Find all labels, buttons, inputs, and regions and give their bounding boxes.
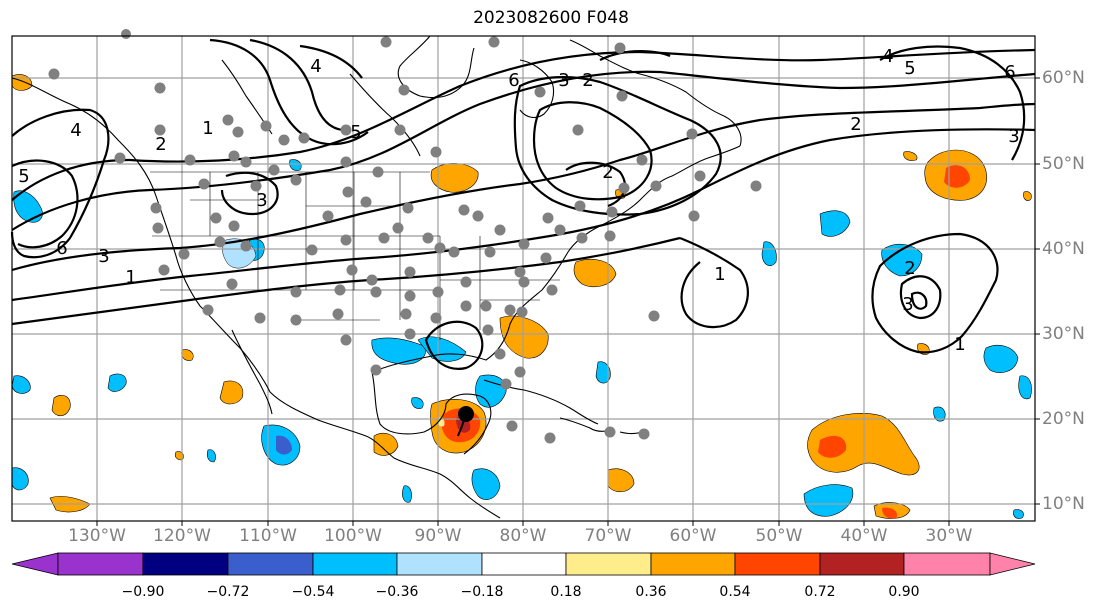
colorbar-tick-label: −0.54 [291,584,335,600]
svg-text:3: 3 [256,190,267,211]
lon-label-30w: 30°W [925,526,973,546]
storm-center-marker [457,406,474,437]
svg-text:6: 6 [508,70,519,91]
station-markers [48,29,762,444]
svg-text:1: 1 [714,264,725,285]
colorbar [11,552,1036,576]
svg-text:4: 4 [310,56,321,77]
lon-label-70w: 70°W [584,526,632,546]
svg-text:2: 2 [850,114,861,135]
colorbar-tick-label: −0.72 [206,584,250,600]
lon-label-120w: 120°W [153,526,211,546]
svg-text:1: 1 [125,267,136,288]
colorbar-tick-label: 0.36 [635,584,667,600]
svg-text:3: 3 [98,246,109,267]
svg-text:1: 1 [954,334,965,355]
strong-negative-shading [276,435,292,455]
svg-text:5: 5 [904,58,915,79]
lat-label-20n: 20°N [1042,409,1085,429]
colorbar-tick-label: −0.90 [121,584,165,600]
contour-labels: 1 2 3 4 5 6 1 2 3 4 5 6 2 3 1 2 3 1 2 3 … [18,46,1019,355]
svg-text:1: 1 [202,118,213,139]
lat-label-60n: 60°N [1042,68,1085,88]
svg-text:2: 2 [155,134,166,155]
svg-text:3: 3 [558,70,569,91]
svg-text:5: 5 [18,166,29,187]
colorbar-extend-high [989,552,1036,576]
colorbar-tick-label: 0.18 [550,584,582,600]
lon-label-60w: 60°W [669,526,717,546]
svg-text:6: 6 [1004,62,1015,83]
lat-label-50n: 50°N [1042,154,1085,174]
lon-label-130w: 130°W [68,526,126,546]
colorbar-extend-low [11,552,59,576]
svg-text:2: 2 [582,70,593,91]
lon-label-40w: 40°W [840,526,888,546]
colorbar-tick-label: −0.18 [460,584,504,600]
lon-label-90w: 90°W [414,526,462,546]
svg-text:5: 5 [350,122,361,143]
colorbar-tick-label: 0.72 [804,584,836,600]
lat-label-30n: 30°N [1042,324,1085,344]
light-positive-shading [437,417,445,427]
svg-text:6: 6 [56,238,67,259]
svg-text:3: 3 [902,294,913,315]
colorbar-tick-label: −0.36 [375,584,419,600]
colorbar-tick-label: 0.54 [719,584,751,600]
lat-label-10n: 10°N [1042,494,1085,514]
lon-label-50w: 50°W [755,526,803,546]
lat-label-40n: 40°N [1042,239,1085,259]
lon-label-80w: 80°W [499,526,547,546]
svg-text:4: 4 [882,46,893,67]
map-title: 2023082600 F048 [473,8,629,28]
state-borders [150,171,560,340]
tick-marks [96,77,1040,526]
svg-text:2: 2 [602,162,613,183]
svg-text:4: 4 [70,120,81,141]
svg-text:2: 2 [904,258,915,279]
contour-lines [10,38,1036,370]
colorbar-tick-label: 0.90 [888,584,920,600]
lon-label-100w: 100°W [324,526,382,546]
lon-label-110w: 110°W [239,526,297,546]
svg-text:3: 3 [1008,126,1019,147]
